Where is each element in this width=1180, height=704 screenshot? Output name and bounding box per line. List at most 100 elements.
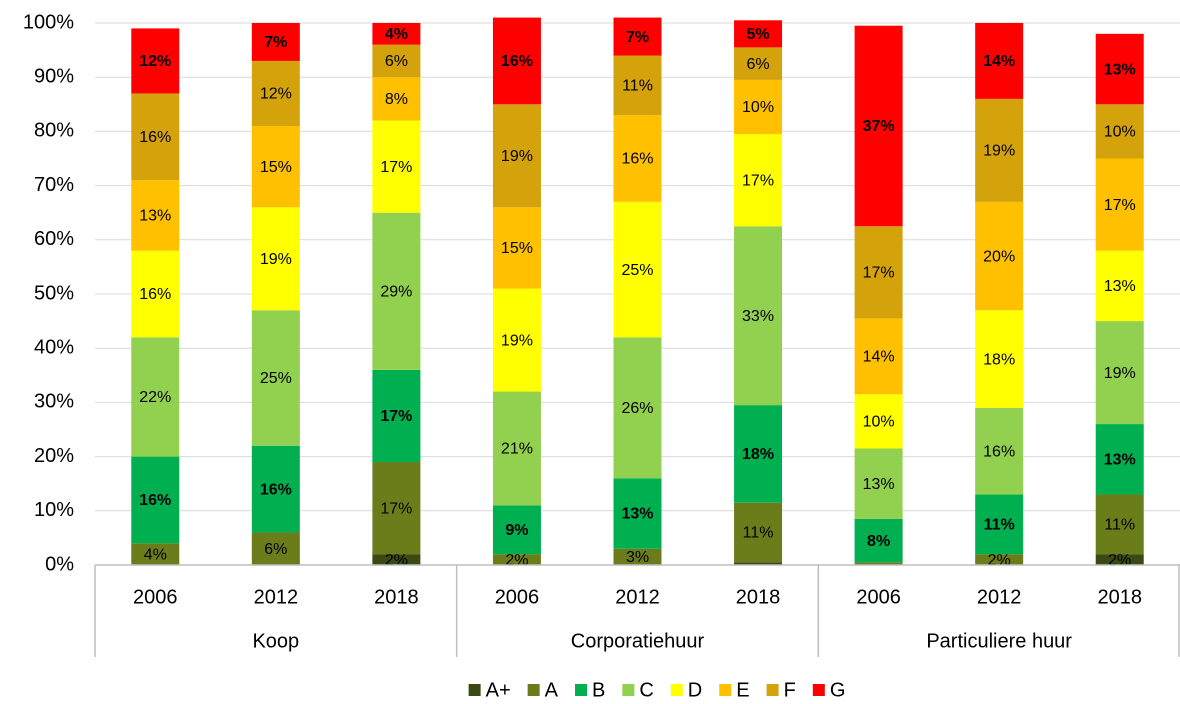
bar-segment — [372, 554, 421, 565]
value-label: 37% — [863, 118, 895, 135]
value-label: 2% — [988, 552, 1011, 569]
legend-swatch — [812, 684, 825, 696]
x-tick-label: 2012 — [977, 586, 1022, 608]
bar-segment — [734, 79, 783, 135]
bar-segment — [251, 60, 300, 126]
bar-segment — [975, 98, 1024, 202]
legend-label: C — [639, 679, 653, 701]
bar-segment — [613, 17, 662, 56]
bar-segment — [734, 20, 783, 48]
value-label: 17% — [863, 265, 895, 282]
bar-segment — [975, 407, 1024, 495]
bar-segment — [854, 562, 903, 565]
value-label: 18% — [983, 351, 1015, 368]
bar-segment — [372, 23, 421, 45]
bar-segment — [854, 518, 903, 563]
bar-segment — [613, 337, 662, 479]
value-label: 15% — [260, 159, 292, 176]
legend-label: G — [830, 679, 846, 701]
bar-segment — [854, 448, 903, 519]
value-label: 21% — [501, 441, 533, 458]
y-tick-label: 40% — [34, 336, 74, 358]
value-label: 9% — [505, 522, 528, 539]
value-label: 5% — [746, 26, 769, 43]
bar-segment — [854, 226, 903, 319]
bar-segment — [372, 44, 421, 78]
value-label: 11% — [622, 78, 653, 95]
legend-swatch — [670, 684, 683, 696]
value-label: 17% — [380, 159, 412, 176]
bar-segment — [975, 23, 1024, 99]
bar-segment — [131, 93, 180, 181]
x-tick-label: 2018 — [1097, 586, 1142, 608]
bar-segment — [492, 554, 541, 565]
bar-segment — [1095, 424, 1144, 495]
value-label: 15% — [501, 240, 533, 257]
bar-segment — [854, 394, 903, 449]
x-tick-label: 2006 — [133, 586, 178, 608]
legend-label: D — [688, 679, 702, 701]
value-label: 7% — [264, 34, 287, 51]
value-label: 6% — [264, 541, 287, 558]
group-label: Particuliere huur — [926, 630, 1072, 652]
bar-segment — [251, 310, 300, 446]
value-label: 16% — [621, 151, 653, 168]
y-tick-label: 50% — [34, 282, 74, 304]
value-label: 26% — [621, 400, 653, 417]
bar-segment — [975, 554, 1024, 565]
value-label: 17% — [742, 172, 774, 189]
bar-segment — [1095, 104, 1144, 159]
value-label: 19% — [501, 148, 533, 165]
bar-segment — [613, 548, 662, 565]
value-label: 7% — [626, 29, 649, 46]
bar-segment — [131, 250, 180, 338]
y-tick-label: 0% — [45, 553, 74, 575]
bar-segment — [975, 310, 1024, 408]
value-label: 20% — [983, 248, 1015, 265]
bar-segment — [1095, 33, 1144, 105]
value-label: 12% — [139, 53, 171, 70]
x-tick-label: 2018 — [736, 586, 781, 608]
bar-segment — [251, 125, 300, 208]
legend-label: A+ — [486, 679, 511, 701]
value-label: 18% — [742, 446, 774, 463]
x-tick-label: 2006 — [856, 586, 901, 608]
bar-segment — [1095, 494, 1144, 555]
value-label: 19% — [260, 251, 292, 268]
value-label: 13% — [1104, 61, 1136, 78]
value-label: 16% — [139, 286, 171, 303]
bar-segment — [734, 226, 783, 406]
y-tick-label: 60% — [34, 228, 74, 250]
value-label: 16% — [139, 492, 171, 509]
value-label: 2% — [505, 552, 528, 569]
bar-segment — [372, 77, 421, 121]
bar-segment — [372, 120, 421, 213]
value-label: 12% — [260, 86, 292, 103]
value-label: 19% — [501, 332, 533, 349]
value-label: 33% — [742, 308, 774, 325]
legend-swatch — [622, 684, 635, 696]
value-label: 16% — [139, 129, 171, 146]
bar-segment — [1095, 321, 1144, 425]
group-label: Koop — [252, 630, 299, 652]
value-label: 17% — [380, 408, 412, 425]
bar-segment — [131, 543, 180, 565]
y-tick-label: 30% — [34, 391, 74, 413]
value-label: 16% — [983, 443, 1015, 460]
value-label: 2% — [1108, 552, 1131, 569]
bar-segment — [372, 462, 421, 555]
bar-segment — [854, 318, 903, 395]
x-tick-label: 2018 — [374, 586, 419, 608]
bar-segment — [854, 25, 903, 227]
legend-swatch — [575, 684, 587, 696]
value-label: 6% — [746, 56, 769, 73]
bar-segment — [1095, 250, 1144, 322]
value-label: 13% — [863, 476, 895, 493]
y-tick-label: 10% — [34, 499, 74, 521]
value-label: 4% — [385, 26, 408, 43]
value-label: 2% — [385, 552, 408, 569]
value-label: 16% — [260, 481, 292, 498]
legend-swatch — [719, 684, 732, 696]
legend-label: A — [545, 679, 559, 701]
